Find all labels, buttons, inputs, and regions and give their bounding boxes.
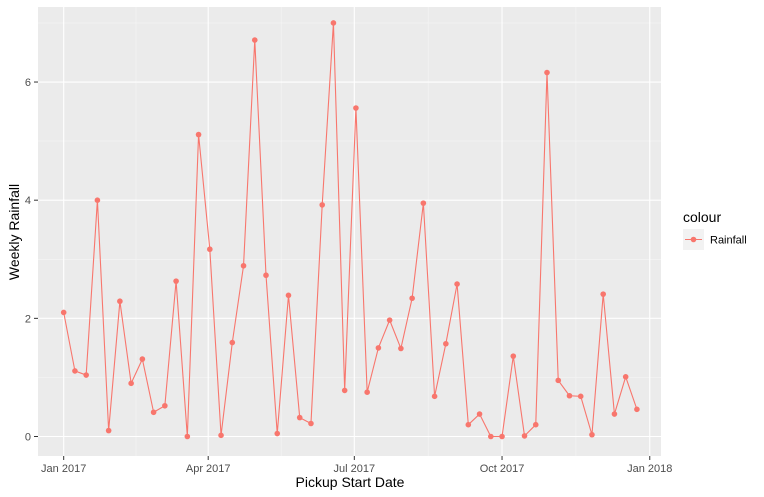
- data-point: [510, 353, 517, 359]
- data-point: [218, 432, 224, 439]
- legend: colour Rainfall: [683, 209, 747, 250]
- data-point: [72, 368, 78, 374]
- data-point: [488, 433, 494, 440]
- grid-major: [38, 7, 661, 456]
- data-point: [341, 387, 348, 394]
- x-tick-label: Jan 2017: [41, 463, 86, 475]
- data-point: [499, 433, 505, 440]
- data-point: [263, 272, 269, 279]
- data-point: [105, 427, 112, 434]
- data-point: [60, 309, 67, 316]
- data-point: [409, 295, 415, 302]
- data-point: [398, 345, 404, 352]
- legend-key-point: [690, 236, 697, 243]
- data-point: [330, 20, 337, 26]
- data-point: [443, 340, 449, 347]
- data-point: [162, 402, 168, 409]
- y-axis-title: Weekly Rainfall: [6, 184, 22, 280]
- data-point: [285, 292, 292, 299]
- legend-title: colour: [683, 209, 721, 225]
- data-point: [128, 380, 134, 387]
- data-point: [544, 69, 550, 76]
- data-point: [420, 200, 427, 206]
- data-point: [296, 414, 303, 421]
- data-point: [229, 339, 236, 346]
- y-tick-label: 6: [25, 77, 31, 89]
- data-point: [274, 430, 281, 437]
- data-point: [251, 37, 258, 43]
- x-tick-label: Oct 2017: [480, 463, 525, 475]
- data-point: [173, 278, 179, 284]
- data-point: [566, 392, 573, 399]
- data-point: [589, 431, 595, 438]
- data-point: [94, 197, 101, 203]
- data-point: [577, 393, 584, 400]
- data-point: [308, 420, 314, 427]
- x-axis-title: Pickup Start Date: [296, 474, 405, 490]
- y-tick-label: 0: [25, 432, 31, 444]
- data-point: [139, 356, 146, 362]
- data-point: [521, 433, 528, 439]
- data-point: [465, 421, 472, 428]
- data-point: [117, 298, 123, 305]
- x-tick-label: Jul 2017: [334, 463, 376, 475]
- legend-label-rainfall: Rainfall: [710, 235, 747, 247]
- data-point: [634, 406, 640, 413]
- data-point: [622, 374, 629, 380]
- data-point: [454, 281, 460, 287]
- data-point: [184, 433, 191, 440]
- y-tick-label: 2: [25, 313, 31, 325]
- data-point: [83, 372, 89, 378]
- data-point: [207, 246, 213, 253]
- x-tick-label: Jan 2018: [627, 463, 672, 475]
- series-line-rainfall: [63, 22, 638, 438]
- data-point: [532, 421, 539, 428]
- data-point: [611, 411, 618, 417]
- data-point: [476, 411, 483, 417]
- data-point: [600, 291, 606, 297]
- data-point: [150, 409, 157, 416]
- data-point: [431, 393, 438, 400]
- data-point: [319, 202, 326, 208]
- plot-panel: [38, 7, 661, 456]
- data-point: [386, 317, 393, 323]
- series-layer: [60, 20, 640, 440]
- data-point: [364, 389, 370, 395]
- y-tick-label: 4: [25, 195, 31, 207]
- data-point: [353, 105, 359, 111]
- data-point: [195, 131, 202, 138]
- data-point: [240, 262, 247, 269]
- data-point: [375, 345, 382, 351]
- data-point: [555, 377, 562, 384]
- y-axis: 0 2 4 6: [25, 77, 38, 444]
- x-axis: Jan 2017 Apr 2017 Jul 2017 Oct 2017 Jan 2018: [41, 456, 672, 475]
- x-tick-label: Apr 2017: [186, 463, 231, 475]
